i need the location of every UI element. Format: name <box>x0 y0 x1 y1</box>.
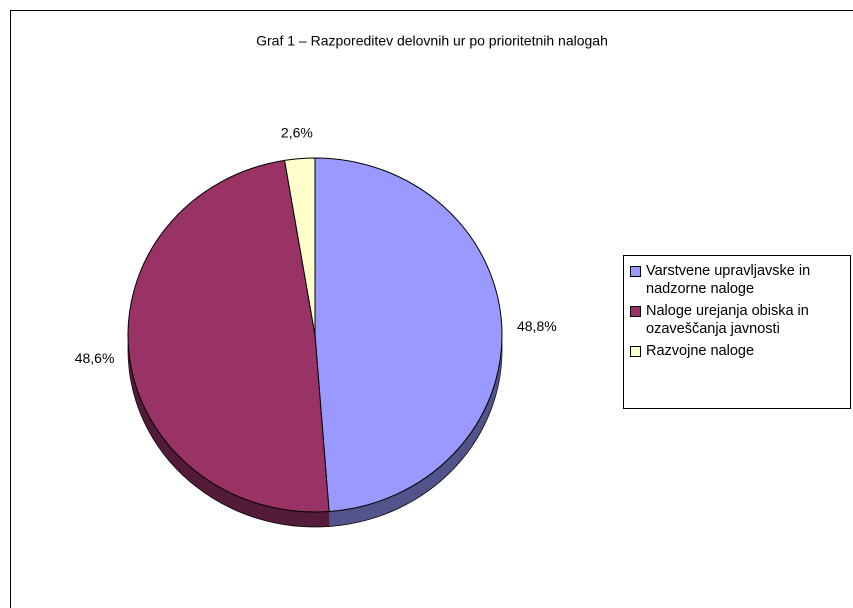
data-label: 2,6% <box>281 124 313 140</box>
legend-swatch <box>630 266 641 277</box>
data-label: 48,6% <box>75 350 115 366</box>
legend-label: Varstvene upravljavske in nadzorne nalog… <box>646 263 811 297</box>
slice <box>127 159 330 513</box>
chart-title: Graf 1 – Razporeditev delovnih ur po pri… <box>256 33 608 49</box>
legend-label: Naloge urejanja obiska in ozaveščanja ja… <box>646 303 809 337</box>
legend-swatch <box>630 306 641 317</box>
legend-item: Varstvene upravljavske in nadzorne nalog… <box>628 262 846 298</box>
legend-item: Naloge urejanja obiska in ozaveščanja ja… <box>628 302 846 338</box>
slice <box>314 157 503 513</box>
data-label: 48,8% <box>517 318 557 334</box>
legend-item: Razvojne naloge <box>628 342 846 360</box>
slice <box>284 157 316 336</box>
legend-swatch <box>630 346 641 357</box>
legend: Varstvene upravljavske in nadzorne nalog… <box>623 255 851 409</box>
legend-label: Razvojne naloge <box>646 343 755 359</box>
pie <box>127 157 503 528</box>
